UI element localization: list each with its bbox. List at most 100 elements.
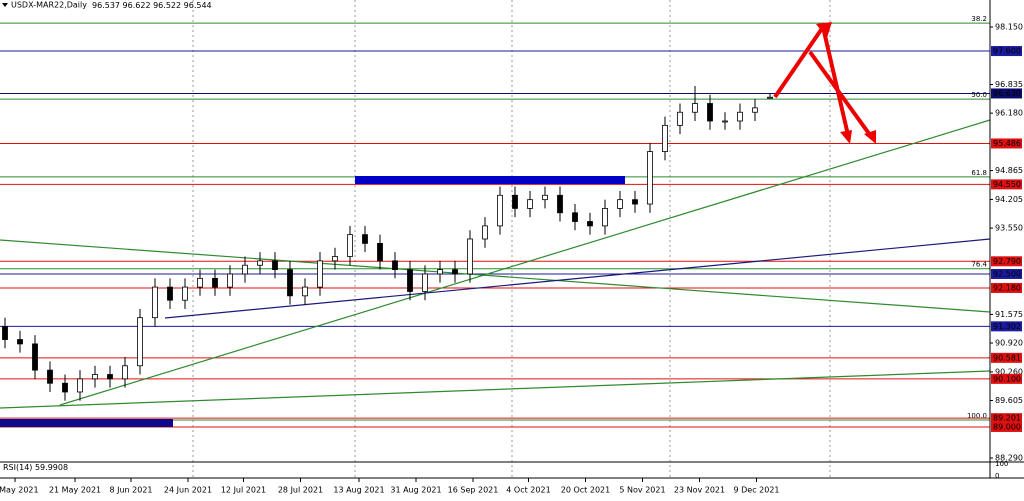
candle-body <box>602 208 608 227</box>
candle-body <box>722 120 728 123</box>
candle-body <box>557 194 563 214</box>
chart-title: USDX-MAR22,Daily <box>11 1 87 10</box>
candle-body <box>197 277 203 288</box>
level-tag <box>991 256 1022 267</box>
candle-body <box>407 269 413 292</box>
candle-body <box>107 374 113 380</box>
header-value: 96.537 <box>92 1 120 10</box>
rsi-tick-label: 0 <box>995 472 999 480</box>
levels: 38.2 50.0 61.8 76.4 100.0 <box>0 15 990 428</box>
level-label: 97.600 <box>993 47 1021 56</box>
candle-body <box>767 96 773 99</box>
level-label: 92.500 <box>993 269 1021 278</box>
header-ohlc: 96.537 96.622 96.522 96.544 <box>92 1 212 10</box>
x-tick-label: 24 Jun 2021 <box>164 486 212 495</box>
y-tick-label: 96.180 <box>995 109 1023 118</box>
candle-body <box>332 256 338 262</box>
candle-body <box>482 225 488 240</box>
menu-icon[interactable] <box>2 3 8 7</box>
trend-lines <box>0 119 991 409</box>
x-tick-label: 12 Jul 2021 <box>221 486 266 495</box>
y-tick-label: 90.260 <box>995 367 1023 376</box>
level-label: 95.486 <box>993 139 1021 148</box>
candle-body <box>467 238 473 275</box>
candle-body <box>422 273 428 292</box>
level-tag <box>991 179 1022 190</box>
level-label: 92.180 <box>993 283 1021 292</box>
candle-body <box>452 269 458 275</box>
fib-label: 50.0 <box>971 91 987 99</box>
candle-body <box>542 194 548 201</box>
candle-body <box>17 339 23 345</box>
candle-body <box>257 260 263 266</box>
level-tag <box>991 421 1022 432</box>
level-tag <box>991 373 1022 384</box>
x-tick-label: 5 Nov 2021 <box>619 486 665 495</box>
candle-body <box>287 269 293 297</box>
level-tag <box>991 352 1022 363</box>
candle-body <box>122 365 128 380</box>
candle-body <box>737 111 743 122</box>
candle-body <box>302 286 308 297</box>
y-tick-label: 94.205 <box>995 195 1023 204</box>
level-label: 96.630 <box>993 89 1021 98</box>
level-tag <box>991 46 1022 57</box>
x-tick-label: 13 Aug 2021 <box>333 486 384 495</box>
candle-body <box>647 151 653 205</box>
candle-body <box>347 234 353 257</box>
candle-body <box>692 103 698 113</box>
rsi-name: RSI(14) <box>3 463 32 472</box>
candle-body <box>512 194 518 209</box>
y-tick-label: 93.550 <box>995 224 1023 233</box>
candle-body <box>572 212 578 222</box>
candle-body <box>527 199 533 209</box>
level-tag <box>991 88 1022 99</box>
y-tick-label: 90.920 <box>995 339 1023 348</box>
candles <box>2 86 773 401</box>
candle-body <box>392 260 398 271</box>
candle-body <box>617 199 623 209</box>
candle-body <box>362 234 368 244</box>
candle-body <box>677 111 683 126</box>
x-tick-label: 21 May 2021 <box>49 486 101 495</box>
candle-body <box>62 382 68 393</box>
y-tick-label: 91.575 <box>995 310 1023 319</box>
level-label: 89.201 <box>993 414 1021 423</box>
candle-body <box>377 242 383 262</box>
level-tag <box>991 321 1022 332</box>
fib-label: 100.0 <box>967 412 987 420</box>
rsi-label: RSI(14) 59.9908 <box>3 463 68 472</box>
rsi-value: 59.9908 <box>35 463 68 472</box>
candle-body <box>92 374 98 380</box>
header-value: 96.544 <box>184 1 212 10</box>
y-tick-label: 96.835 <box>995 80 1023 89</box>
level-label: 91.302 <box>993 322 1021 331</box>
candle-body <box>707 103 713 122</box>
candle-body <box>47 369 53 384</box>
zone <box>0 419 173 427</box>
x-tick-label: 5 May 2021 <box>0 486 39 495</box>
level-tag <box>991 138 1022 149</box>
y-tick-label: 89.605 <box>995 396 1023 405</box>
y-tick-label: 94.865 <box>995 166 1023 175</box>
candle-body <box>317 260 323 288</box>
candle-body <box>227 273 233 288</box>
level-tag <box>991 282 1022 293</box>
x-tick-label: 9 Dec 2021 <box>733 486 779 495</box>
x-tick-label: 23 Nov 2021 <box>674 486 725 495</box>
candle-body <box>32 343 38 371</box>
level-tag <box>991 268 1022 279</box>
fib-label: 76.4 <box>971 261 987 269</box>
axes: 98.150 96.835 96.180 94.865 94.205 93.550 91.5… <box>0 23 1023 495</box>
candle-body <box>2 326 8 340</box>
arrows <box>773 22 876 144</box>
x-tick-label: 16 Sep 2021 <box>448 486 499 495</box>
candle-body <box>212 277 218 288</box>
fib-label: 38.2 <box>971 15 987 23</box>
header-value: 96.622 <box>123 1 151 10</box>
level-label: 89.000 <box>993 422 1021 431</box>
x-tick-label: 4 Oct 2021 <box>506 486 550 495</box>
candle-body <box>437 269 443 275</box>
candle-body <box>137 317 143 367</box>
